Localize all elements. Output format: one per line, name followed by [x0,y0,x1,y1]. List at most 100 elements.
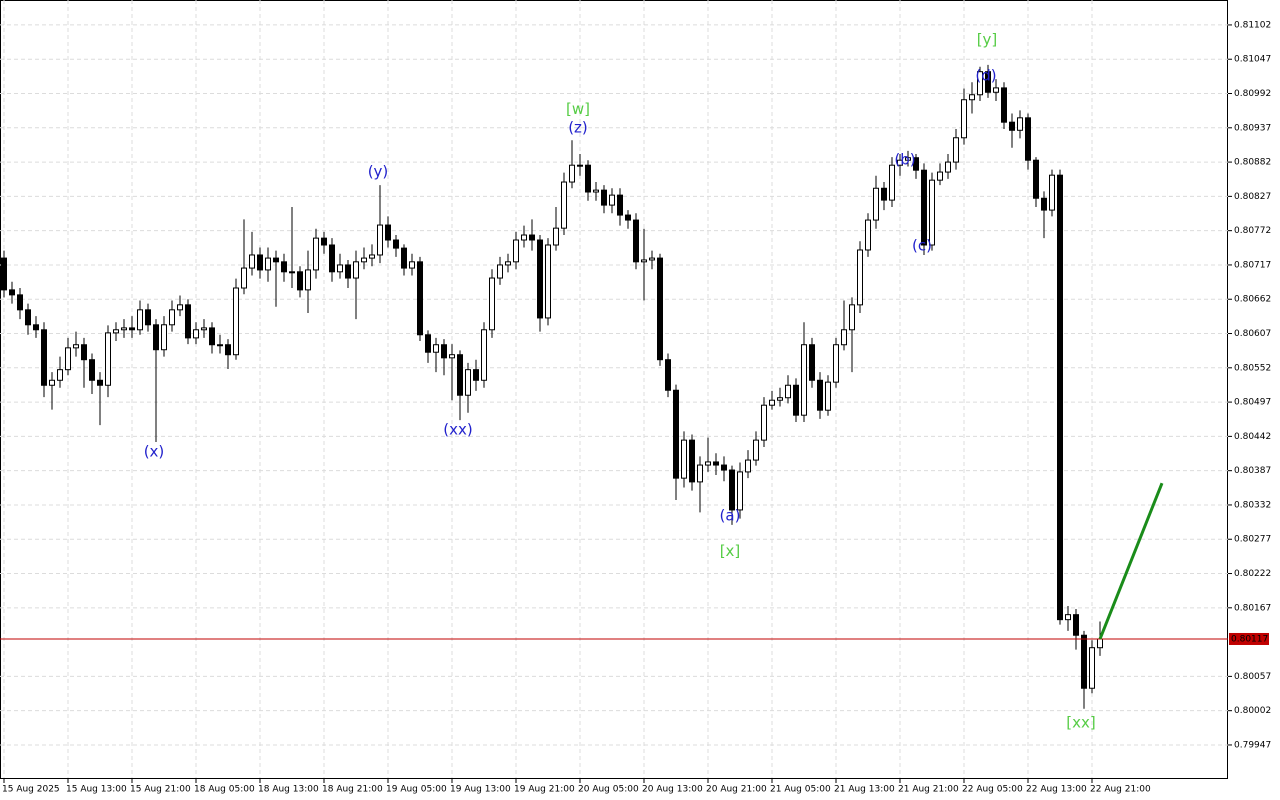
y-tick-label: 0.80387 [1234,466,1271,476]
candle-body [249,254,255,269]
candle-body [1017,117,1023,131]
candle-body [945,161,951,173]
candle-body [729,469,735,511]
candle-body [809,344,815,381]
wave-label: (x) [144,442,165,460]
candle-body [385,224,391,241]
candle-body [609,194,615,206]
candle-body [225,344,231,356]
candle-body [577,164,583,167]
candle-body [129,327,135,331]
y-tick-label: 0.80937 [1234,123,1271,133]
candle-body [113,329,119,334]
candle-body [353,261,359,279]
candle-body [297,271,303,291]
candle-body [361,257,367,263]
candle-body [785,384,791,399]
candle-body [697,464,703,483]
candle-body [273,257,279,263]
candle-body [569,164,575,183]
y-tick-label: 0.80002 [1234,706,1271,716]
y-tick-label: 0.80607 [1234,329,1271,339]
candle-body [121,327,127,331]
candle-body [689,439,695,483]
candle-body [417,261,423,336]
candle-body [625,214,631,221]
candle-body [601,189,607,206]
candle-body [49,379,55,386]
x-tick-label: 19 Aug 13:00 [450,785,511,795]
wave-label: (z) [568,118,588,136]
candle-body [65,347,71,371]
candle-body [433,344,439,353]
y-tick-label: 0.80717 [1234,260,1271,270]
candle-body [649,257,655,261]
candle-body [825,381,831,411]
candle-body [473,369,479,381]
candle-body [73,344,79,349]
candle-body [201,327,207,331]
candle-body [177,304,183,311]
wave-label: (a) [720,507,741,525]
candle-body [889,164,895,201]
y-tick-label: 0.80442 [1234,432,1271,442]
candle-body [745,459,751,473]
candle-body [1041,197,1047,211]
x-tick-label: 20 Aug 13:00 [642,785,703,795]
candle-body [465,369,471,396]
candle-body [81,344,87,361]
candle-body [97,379,103,386]
candles [1,64,1103,709]
candle-body [169,309,175,326]
y-tick-label: 0.80277 [1234,535,1271,545]
candle-body [409,261,415,269]
y-tick-label: 0.81102 [1234,20,1271,30]
x-tick-label: 21 Aug 13:00 [834,785,895,795]
x-tick-label: 20 Aug 05:00 [578,785,639,795]
candle-body [217,344,223,347]
x-tick-label: 22 Aug 21:00 [1090,785,1151,795]
candle-body [281,261,287,273]
candle-body [457,354,463,396]
candle-body [793,384,799,416]
candle-body [185,304,191,339]
candle-body [553,227,559,246]
candle-body [193,329,199,339]
wave-label: (c) [912,237,932,255]
candle-body [1089,647,1095,689]
candle-body [849,304,855,331]
candle-body [681,439,687,479]
candle-body [1065,614,1071,621]
y-tick-label: 0.80057 [1234,672,1271,682]
candle-body [753,439,759,461]
grid [0,0,1228,778]
candle-body [1081,634,1087,689]
wave-label: [y] [977,30,998,48]
x-tick-label: 15 Aug 2025 [2,785,60,795]
candle-body [1009,121,1015,131]
candle-body [1025,117,1031,161]
candle-body [721,464,727,471]
candle-body [761,404,767,441]
candle-body [641,259,647,263]
y-tick-label: 0.80222 [1234,569,1271,579]
candle-body [961,99,967,139]
x-tick-label: 19 Aug 05:00 [386,785,447,795]
candle-body [913,157,919,171]
candle-body [337,264,343,273]
candle-body [881,187,887,201]
candle-body [817,379,823,411]
candle-body [769,399,775,406]
y-tick-label: 0.80882 [1234,158,1271,168]
y-tick-label: 0.80497 [1234,398,1271,408]
wave-label: (b) [894,151,915,169]
y-tick-label: 0.80552 [1234,363,1271,373]
candle-body [105,332,111,386]
x-tick-label: 19 Aug 21:00 [514,785,575,795]
wave-label: [xx] [1066,714,1095,732]
candle-body [561,181,567,229]
x-tick-label: 22 Aug 05:00 [962,785,1023,795]
x-tick-label: 15 Aug 21:00 [130,785,191,795]
